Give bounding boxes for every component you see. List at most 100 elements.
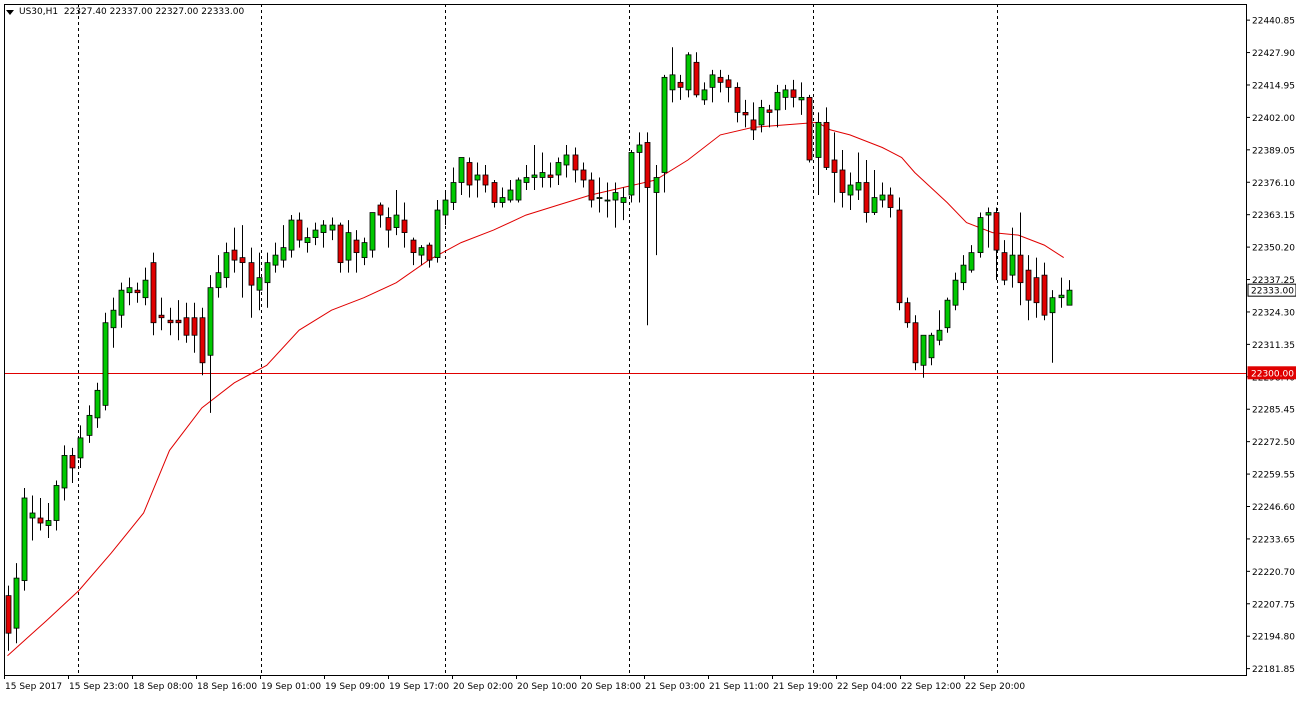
price-tick-label: 22337.25 bbox=[1252, 276, 1295, 286]
candle-body bbox=[1009, 254, 1016, 276]
price-tick-label: 22376.10 bbox=[1252, 179, 1295, 189]
candle-body bbox=[758, 106, 765, 126]
candle-bullish bbox=[312, 222, 319, 246]
candle-bullish bbox=[555, 157, 562, 186]
candle-body bbox=[239, 257, 246, 264]
chart-header: US30,H1 22327.40 22337.00 22327.00 22333… bbox=[19, 7, 244, 17]
price-tick-label: 22259.55 bbox=[1252, 471, 1295, 481]
candle-bullish bbox=[871, 169, 878, 216]
candle-body bbox=[555, 162, 562, 176]
candle-body bbox=[264, 262, 271, 284]
candle-bullish bbox=[442, 190, 449, 226]
candle-body bbox=[920, 334, 927, 366]
candle-body bbox=[815, 122, 822, 158]
candle-body bbox=[580, 169, 587, 181]
candle-bearish bbox=[1017, 212, 1024, 306]
candle-body bbox=[158, 314, 165, 319]
candle-body bbox=[53, 485, 60, 521]
candle-body bbox=[604, 199, 611, 202]
candle-body bbox=[410, 239, 417, 254]
time-tick-label: 20 Sep 18:00 bbox=[581, 682, 641, 692]
candle-bullish bbox=[977, 212, 984, 258]
time-tick-label: 20 Sep 02:00 bbox=[453, 682, 513, 692]
candle-bullish bbox=[701, 82, 708, 105]
candle-body bbox=[401, 219, 408, 233]
candle-bearish bbox=[734, 82, 741, 123]
candle-bullish bbox=[329, 217, 336, 241]
candle-bullish bbox=[280, 225, 287, 268]
candle-body bbox=[102, 322, 109, 406]
candle-bullish bbox=[102, 312, 109, 411]
symbol-menu-icon[interactable] bbox=[6, 10, 14, 15]
price-tick-label: 22440.85 bbox=[1252, 17, 1295, 27]
candle-bearish bbox=[580, 162, 587, 188]
candle-bullish bbox=[256, 252, 263, 311]
candle-bullish bbox=[782, 84, 789, 110]
candle-bearish bbox=[353, 230, 360, 273]
price-tick-label: 22427.90 bbox=[1252, 49, 1295, 59]
price-tick-label: 22181.85 bbox=[1252, 665, 1295, 675]
candle-body bbox=[887, 194, 894, 208]
candle-bearish bbox=[766, 104, 773, 128]
candle-bullish bbox=[758, 99, 765, 133]
candle-bullish bbox=[264, 252, 271, 308]
candle-body bbox=[960, 264, 967, 284]
candle-body bbox=[782, 89, 789, 98]
candle-bearish bbox=[158, 297, 165, 331]
candle-bullish bbox=[515, 177, 522, 203]
candle-bullish bbox=[661, 74, 668, 193]
candle-bearish bbox=[790, 79, 797, 108]
candle-bearish bbox=[887, 187, 894, 218]
candle-body bbox=[1041, 274, 1048, 316]
candle-body bbox=[863, 182, 870, 213]
candle-bullish bbox=[669, 47, 676, 103]
candle-body bbox=[312, 229, 319, 238]
plot-frame bbox=[4, 4, 1247, 676]
time-tick-label: 15 Sep 23:00 bbox=[69, 682, 129, 692]
candle-bullish bbox=[393, 190, 400, 236]
candle-body bbox=[223, 252, 230, 279]
candle-bearish bbox=[401, 202, 408, 248]
candle-body bbox=[61, 455, 68, 489]
candle-bearish bbox=[377, 202, 384, 228]
time-axis[interactable]: 15 Sep 2017 15 Sep 23:00 18 Sep 08:00 18 Se… bbox=[4, 675, 1026, 692]
candle-body bbox=[77, 437, 84, 459]
candle-bearish bbox=[1033, 257, 1040, 318]
candles-layer bbox=[5, 47, 1073, 651]
candle-bearish bbox=[482, 164, 489, 193]
price-tick-label: 22207.75 bbox=[1252, 600, 1295, 610]
candle-body bbox=[523, 177, 530, 183]
candle-bullish bbox=[879, 182, 886, 208]
time-tick-label: 18 Sep 16:00 bbox=[197, 682, 257, 692]
candle-body bbox=[701, 89, 708, 101]
candle-bullish bbox=[126, 277, 133, 306]
candle-bearish bbox=[410, 237, 417, 266]
price-tick-label: 22389.05 bbox=[1252, 146, 1295, 156]
candle-body bbox=[329, 224, 336, 231]
candle-body bbox=[515, 179, 522, 201]
candle-body bbox=[21, 497, 28, 582]
candle-body bbox=[798, 96, 805, 101]
candle-bearish bbox=[167, 307, 174, 336]
candle-bearish bbox=[742, 99, 749, 128]
candle-bullish bbox=[847, 172, 854, 211]
candle-body bbox=[993, 212, 1000, 251]
candle-body bbox=[361, 242, 368, 259]
candle-bearish bbox=[337, 222, 344, 273]
candle-bullish bbox=[53, 480, 60, 531]
candle-body bbox=[385, 217, 392, 231]
candle-bearish bbox=[693, 52, 700, 98]
candle-body bbox=[94, 389, 101, 419]
candle-bullish bbox=[223, 242, 230, 288]
price-axis[interactable]: 22440.85 22427.90 22414.95 22402.00 22389.05… bbox=[1246, 17, 1295, 675]
candle-bullish bbox=[320, 220, 327, 248]
candle-bullish bbox=[86, 405, 93, 443]
candle-bearish bbox=[69, 447, 76, 483]
candle-body bbox=[296, 219, 303, 241]
candle-body bbox=[847, 184, 854, 196]
candle-bullish bbox=[928, 332, 935, 366]
candle-body bbox=[936, 329, 943, 341]
candle-bullish bbox=[985, 207, 992, 248]
